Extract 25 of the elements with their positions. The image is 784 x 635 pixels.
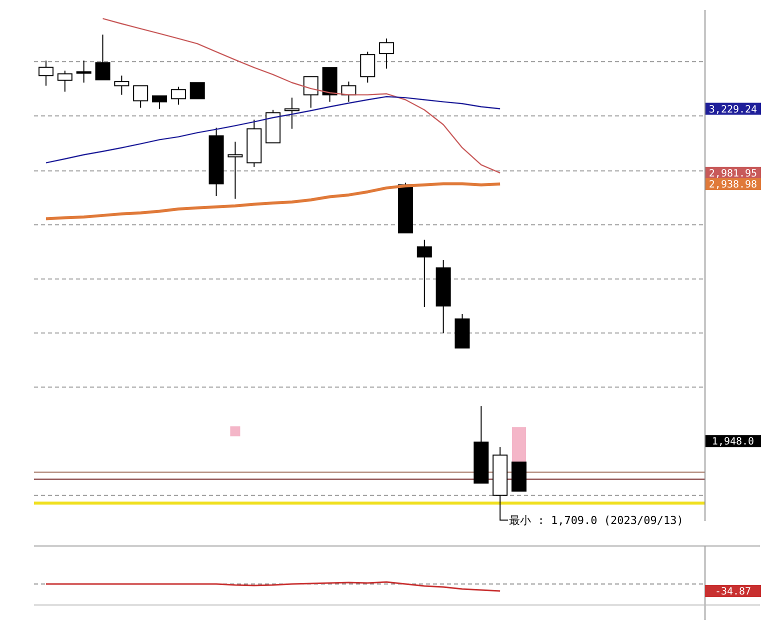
- candlestick: [190, 82, 205, 100]
- candlestick: [360, 51, 376, 84]
- candlestick: [114, 75, 130, 96]
- candlestick: [341, 81, 356, 102]
- line-series: [45, 96, 501, 164]
- candlestick: [170, 86, 186, 106]
- y-tick-label: 3,229.24: [708, 104, 758, 116]
- line-series: [44, 182, 502, 220]
- annotation: 最小 : 1,709.0 (2023/09/13): [509, 514, 684, 527]
- candlestick: [76, 60, 92, 84]
- y-tick-label: 2,938.98: [708, 180, 758, 191]
- candlestick: [303, 76, 318, 108]
- candlestick: [133, 85, 148, 108]
- candlestick: [38, 60, 54, 86]
- candlestick: [379, 38, 394, 70]
- candlestick: [57, 70, 72, 92]
- candlestick: [95, 34, 110, 80]
- candlestick: [416, 239, 432, 308]
- text: -34.87: [714, 586, 752, 598]
- candlestick: [284, 97, 300, 130]
- line-series: [102, 18, 501, 174]
- candlestick: [228, 141, 243, 200]
- y-tick-label: 1,948.0: [712, 436, 754, 448]
- y-tick-label: 2,981.95: [708, 168, 758, 180]
- candlestick: [152, 95, 168, 110]
